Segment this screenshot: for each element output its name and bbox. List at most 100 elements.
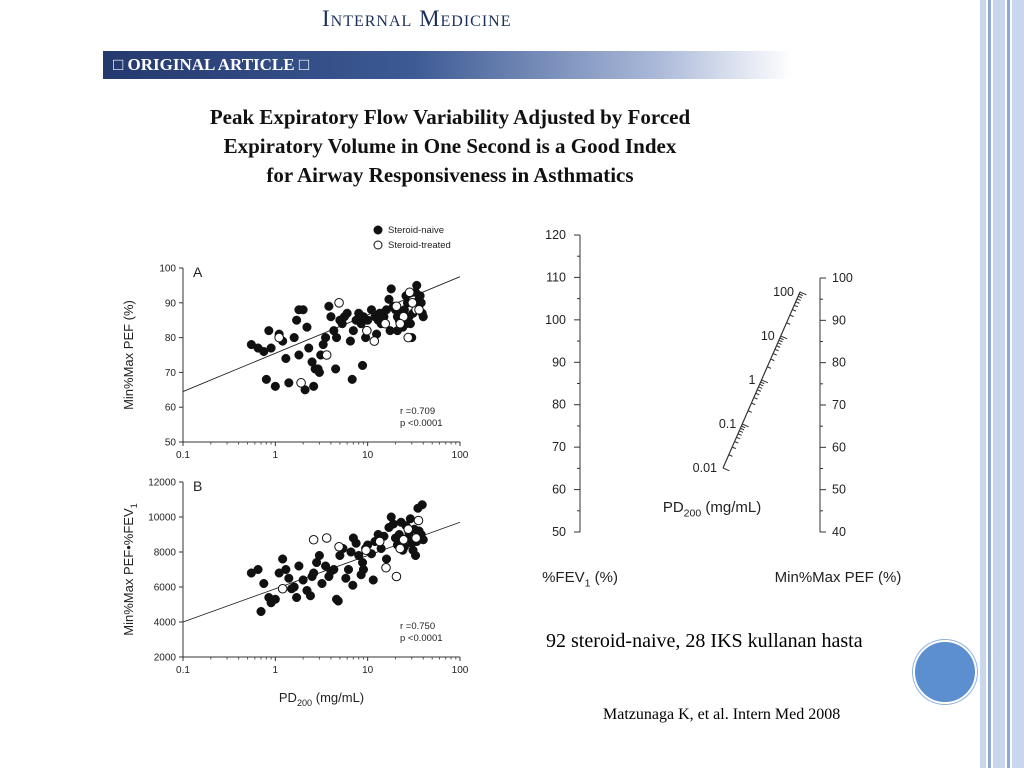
title-line-3: for Airway Responsiveness in Asthmatics	[266, 163, 634, 187]
steroid-naive-point	[314, 550, 324, 561]
steroid-treated-point	[381, 562, 391, 573]
pd200-major-tick	[799, 291, 807, 296]
x-tick-label: 0.1	[176, 665, 190, 676]
pef-tick-label: 60	[832, 440, 846, 454]
pef-axis-label: Min%Max PEF (%)	[775, 569, 902, 586]
steroid-naive-point	[278, 554, 288, 564]
steroid-naive-point	[300, 385, 310, 395]
steroid-naive-point	[333, 596, 343, 606]
steroid-treated-point	[277, 583, 288, 594]
pd200-tick-label: 10	[761, 329, 775, 343]
steroid-naive-point	[246, 340, 256, 350]
steroid-treated-point	[407, 298, 418, 308]
panel-B-regression-line	[182, 521, 461, 623]
pd200-minor-tick	[739, 430, 744, 433]
article-title: Peak Expiratory Flow Variability Adjuste…	[140, 103, 760, 190]
steroid-naive-point	[246, 568, 256, 578]
steroid-naive-point	[335, 550, 345, 561]
steroid-treated-point	[374, 536, 385, 547]
steroid-naive-point	[396, 308, 406, 318]
journal-logo: Internal Medicine	[322, 6, 512, 32]
pd200-minor-tick	[741, 425, 746, 429]
y-tick-label: 50	[165, 438, 177, 449]
steroid-naive-point	[316, 350, 326, 360]
x-tick-label: 100	[452, 665, 469, 676]
steroid-naive-point	[310, 364, 320, 374]
steroid-naive-point	[331, 594, 342, 604]
steroid-treated-point	[411, 533, 421, 543]
fev1-tick-label: 80	[552, 398, 566, 412]
steroid-naive-point	[331, 333, 342, 343]
steroid-naive-point	[312, 557, 322, 568]
pd200-minor-tick	[794, 304, 799, 308]
legend-label: Steroid-treated	[388, 240, 451, 251]
steroid-naive-point	[372, 329, 382, 339]
steroid-treated-point	[398, 311, 409, 322]
y-tick-label: 6000	[154, 583, 177, 594]
steroid-naive-point	[281, 564, 291, 575]
pef-tick-label: 70	[832, 398, 846, 412]
steroid-naive-point	[270, 594, 280, 604]
steroid-treated-point	[334, 298, 344, 308]
panel-A-stat: r =0.709	[400, 406, 435, 417]
pd200-minor-tick	[772, 353, 777, 356]
steroid-naive-point	[388, 301, 398, 311]
steroid-treated-point	[321, 533, 332, 543]
steroid-naive-point	[259, 346, 269, 357]
steroid-naive-point	[348, 326, 358, 336]
steroid-naive-point	[412, 280, 422, 290]
panel-B-x-axis-label: PD200​ (mg/mL)	[279, 690, 364, 708]
steroid-naive-point	[401, 521, 411, 531]
pd200-major-tick	[722, 467, 730, 472]
pd200-major-tick	[742, 423, 749, 428]
steroid-naive-point	[373, 529, 383, 540]
steroid-naive-point	[274, 329, 284, 339]
steroid-naive-point	[304, 343, 314, 353]
steroid-treated-point	[413, 515, 424, 526]
steroid-naive-point	[356, 570, 366, 580]
fev1-tick-label: 110	[546, 270, 566, 284]
panel-A-label: A	[193, 264, 203, 280]
steroid-naive-point	[266, 598, 276, 608]
steroid-naive-point	[317, 578, 327, 589]
steroid-naive-point	[289, 333, 299, 343]
title-line-1: Peak Expiratory Flow Variability Adjuste…	[209, 105, 691, 129]
pd200-minor-tick	[736, 436, 741, 440]
steroid-naive-point	[354, 308, 364, 318]
steroid-naive-point	[318, 340, 328, 350]
legend-marker	[373, 240, 383, 250]
steroid-naive-point	[410, 287, 421, 297]
steroid-naive-point	[266, 343, 276, 353]
steroid-naive-point	[261, 374, 271, 384]
steroid-naive-point	[324, 301, 334, 311]
steroid-treated-point	[404, 287, 415, 298]
fev1-axis-label: %FEV1​ (%)	[542, 569, 618, 590]
steroid-naive-point	[339, 312, 349, 322]
steroid-naive-point	[417, 308, 427, 318]
steroid-naive-point	[302, 585, 312, 596]
pd200-minor-tick	[779, 337, 784, 341]
steroid-naive-point	[414, 294, 424, 304]
y-tick-label: 70	[165, 368, 177, 379]
steroid-naive-point	[390, 305, 401, 315]
steroid-naive-point	[414, 526, 424, 536]
steroid-naive-point	[341, 573, 351, 583]
steroid-treated-point	[274, 332, 284, 343]
pd200-minor-tick	[757, 389, 762, 392]
steroid-naive-point	[274, 568, 284, 578]
steroid-naive-point	[384, 522, 394, 533]
steroid-naive-point	[287, 584, 297, 594]
steroid-naive-point	[281, 353, 291, 364]
steroid-naive-point	[294, 350, 304, 360]
steroid-naive-point	[294, 305, 304, 315]
pd200-axis-line	[722, 291, 801, 469]
steroid-treated-point	[414, 304, 424, 315]
steroid-naive-point	[309, 568, 319, 578]
steroid-treated-point	[395, 318, 405, 329]
steroid-naive-point	[329, 564, 339, 575]
steroid-naive-point	[302, 322, 312, 332]
pd200-minor-tick	[767, 366, 772, 369]
steroid-naive-point	[314, 367, 324, 377]
steroid-naive-point	[370, 312, 380, 322]
x-tick-label: 10	[362, 450, 374, 461]
